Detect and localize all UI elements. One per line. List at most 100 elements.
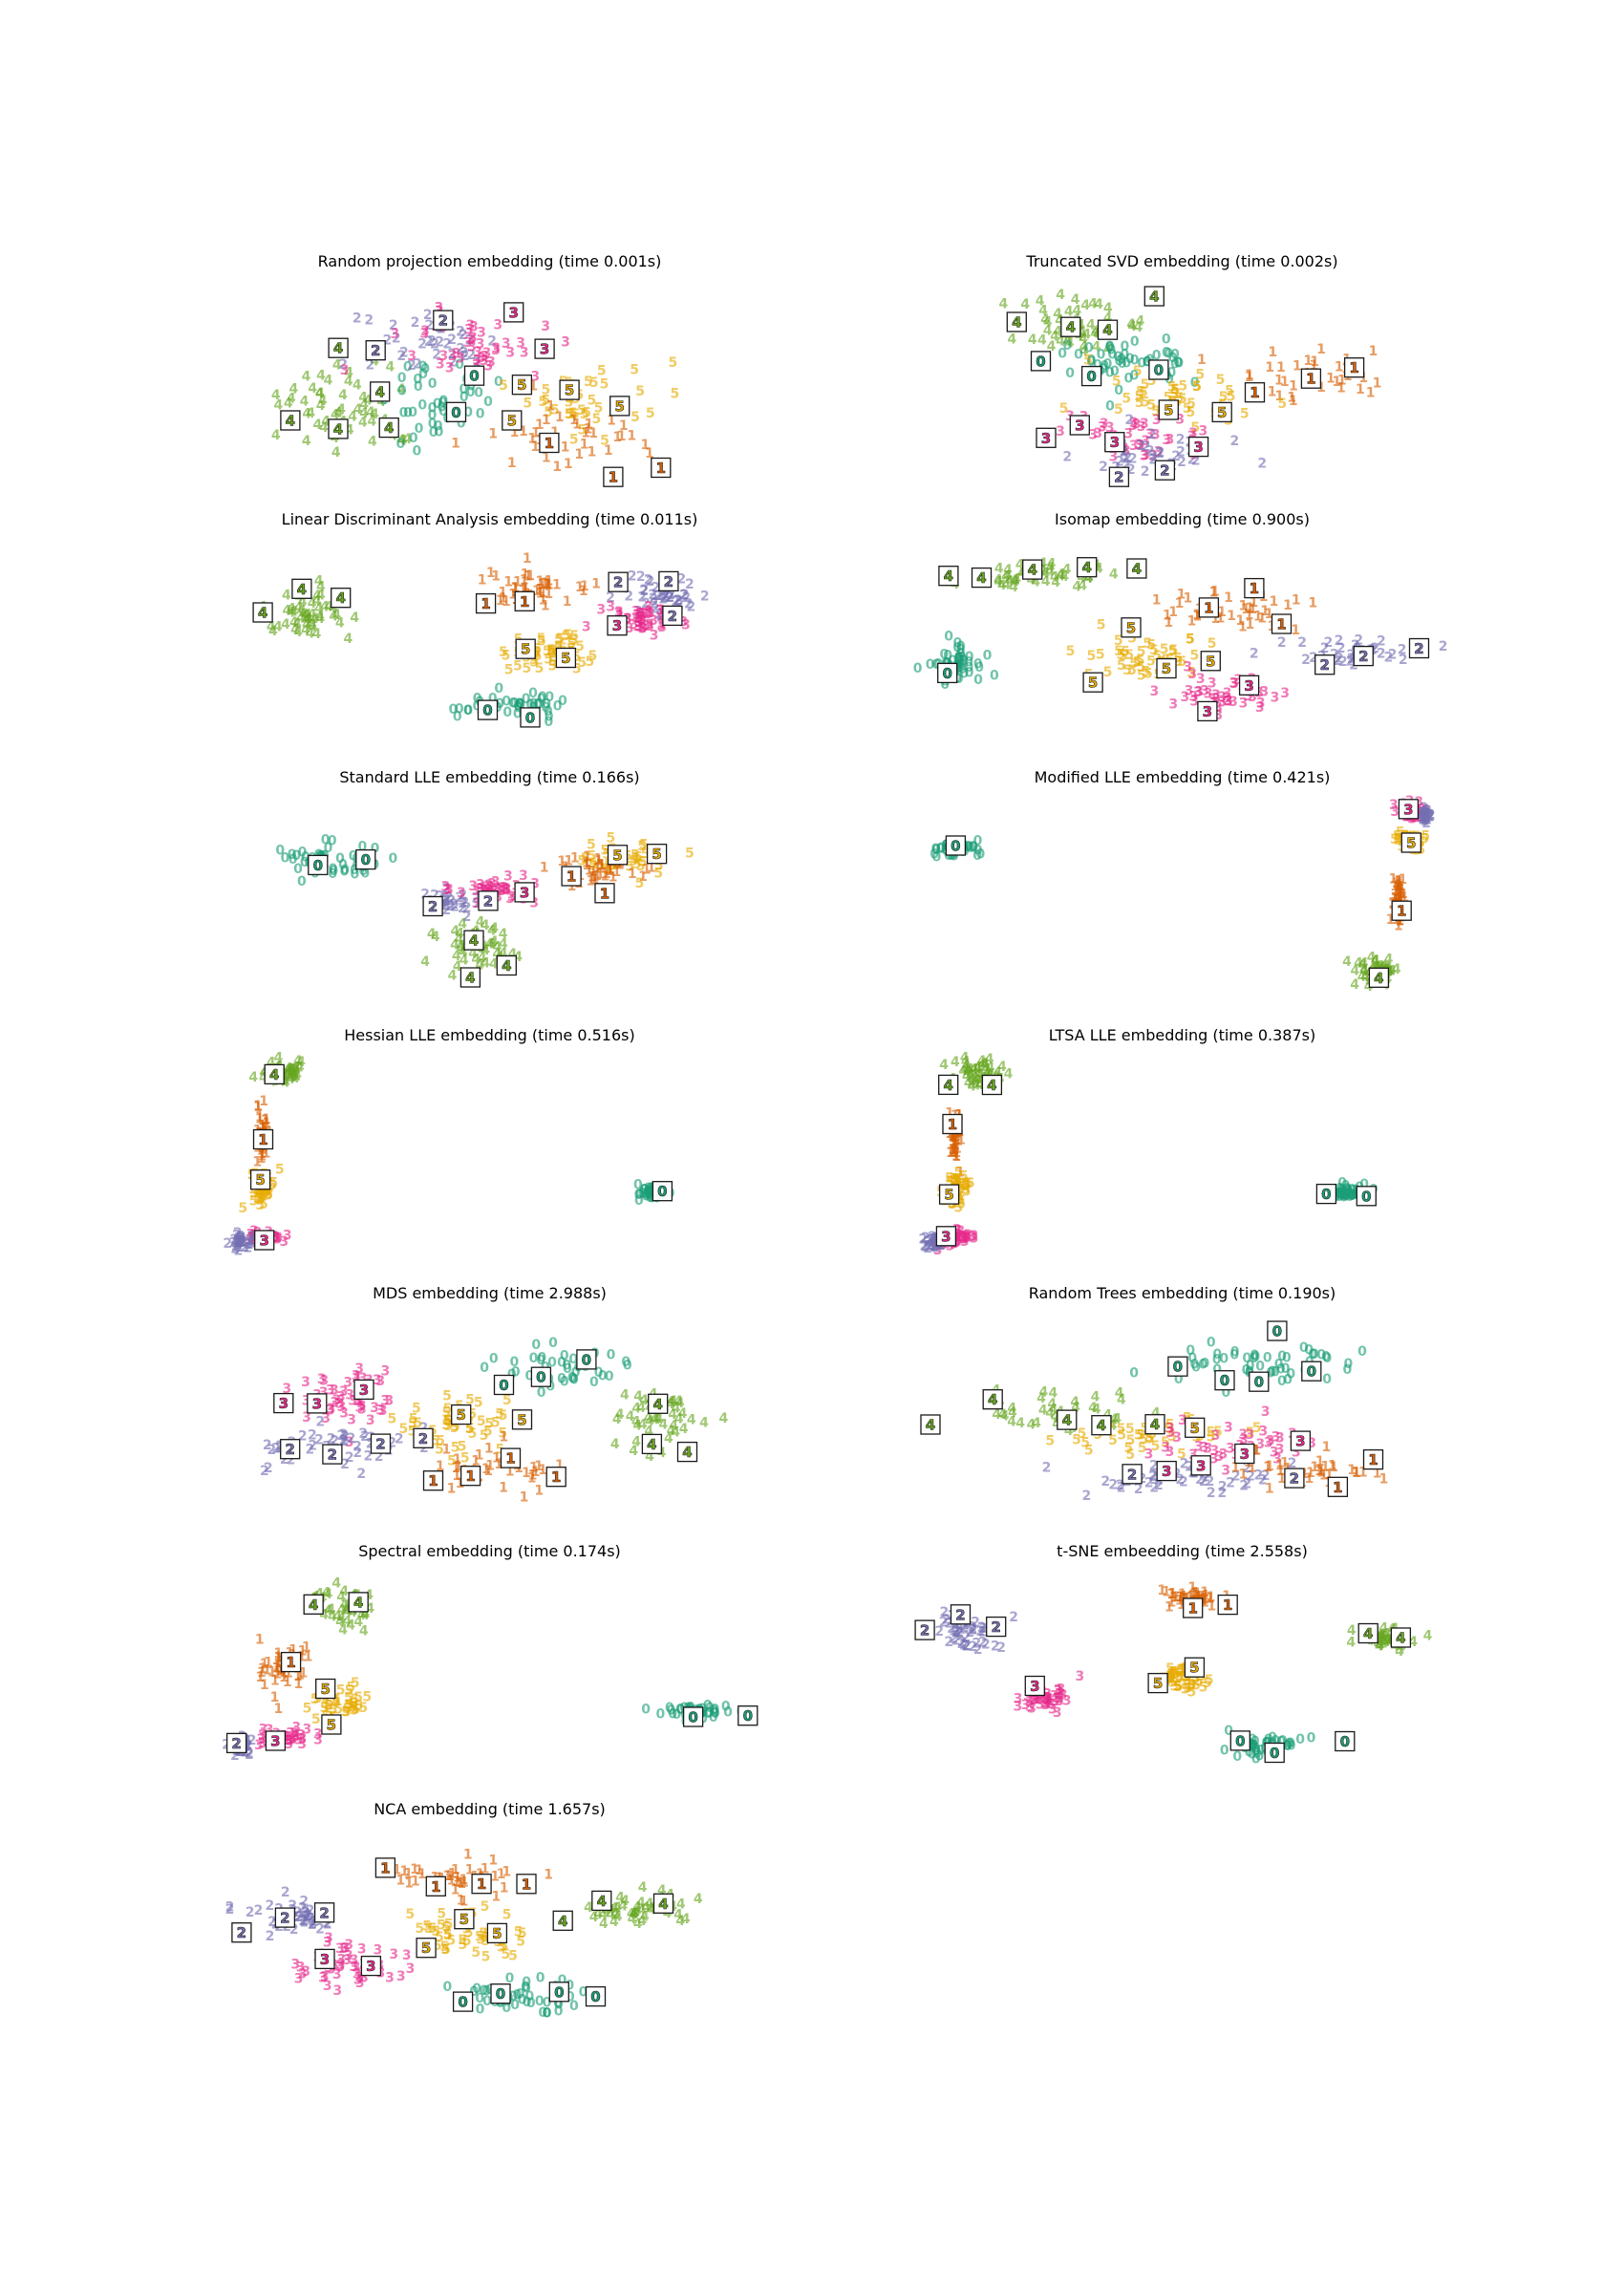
digit-point: 2 [1418,810,1427,825]
digit-point: 4 [332,357,342,373]
digit-point: 5 [1225,384,1234,399]
svg-text:0: 0 [451,404,460,421]
digit-point: 5 [265,1183,274,1198]
digit-point: 1 [1293,359,1302,375]
digit-point: 4 [1079,332,1088,347]
digit-point: 2 [460,349,470,364]
digit-point: 1 [647,861,656,876]
digit-point: 5 [1143,667,1153,682]
embedding-panel: Standard LLE embedding (time 0.166s)0000… [275,768,694,988]
digit-point: 0 [515,696,524,712]
digit-point: 2 [1136,439,1145,454]
digit-point: 1 [544,587,553,602]
digit-point: 1 [563,594,572,610]
digit-point: 2 [658,592,668,608]
digit-point: 4 [1084,571,1094,587]
digit-point: 0 [1170,357,1180,373]
svg-text:0: 0 [1254,1374,1264,1391]
digit-point: 2 [1257,456,1267,471]
digit-point: 2 [1191,453,1201,468]
digit-point: 3 [631,604,641,619]
digit-point: 5 [685,846,694,862]
digit-point: 0 [954,651,964,666]
digit-point: 3 [480,350,489,365]
digit-thumbnail: 0 [463,365,485,386]
digit-point: 2 [1370,641,1379,656]
svg-text:4: 4 [944,568,953,585]
digit-point: 4 [481,918,490,933]
svg-text:0: 0 [313,857,323,874]
digit-point: 1 [592,868,602,884]
digit-point: 2 [1206,1474,1215,1489]
digit-point: 4 [348,409,357,424]
digit-point: 5 [641,847,651,863]
digit-point: 3 [1181,690,1190,705]
digit-point: 0 [489,1352,499,1367]
digit-point: 4 [694,1892,703,1907]
digit-point: 1 [257,1146,267,1162]
digit-thumbnail: 5 [454,1909,475,1930]
digit-point: 5 [637,839,647,854]
svg-text:1: 1 [1223,1597,1232,1614]
svg-text:5: 5 [521,641,530,658]
digit-point: 1 [1326,371,1336,386]
digit-point: 1 [561,440,570,456]
digit-point: 1 [1235,613,1245,629]
digit-thumbnail: 4 [459,967,481,988]
svg-text:4: 4 [943,1077,952,1094]
digit-point: 0 [1093,358,1102,374]
digit-point: 4 [353,378,362,394]
digit-point: 4 [669,1418,678,1433]
digit-point: 1 [503,575,513,590]
digit-point: 5 [1114,633,1123,649]
svg-text:0: 0 [458,1994,467,2011]
digit-point: 4 [359,406,369,421]
digit-point: 4 [982,1061,992,1077]
digit-point: 4 [459,954,469,969]
svg-text:5: 5 [492,1925,502,1942]
digit-point: 1 [612,430,622,445]
digit-point: 4 [283,1063,292,1079]
digit-point: 3 [1255,700,1265,716]
digit-thumbnail: 4 [280,410,301,431]
digit-point: 1 [593,851,603,867]
svg-text:3: 3 [1240,1446,1250,1463]
digit-point: 3 [606,600,615,615]
digit-point: 4 [489,921,499,936]
digit-point: 1 [1164,615,1173,631]
digit-point: 1 [1210,585,1220,600]
digit-point: 0 [1152,349,1162,364]
digit-point: 4 [350,611,359,626]
digit-thumbnail: 3 [265,1730,287,1751]
digit-point: 4 [335,1615,345,1630]
digit-thumbnail: 5 [1400,832,1421,853]
digit-point: 0 [494,375,503,390]
digit-thumbnail: 2 [1408,637,1430,659]
digit-point: 0 [513,707,523,722]
digit-point: 4 [1092,339,1101,354]
digit-point: 5 [595,857,605,872]
digit-point: 2 [298,1914,308,1929]
digit-thumbnail: 5 [1147,1672,1168,1694]
embedding-panel: Truncated SVD embedding (time 0.002s)44 4… [999,252,1381,487]
digit-point: 4 [1347,1623,1357,1639]
digit-point: 3 [1168,696,1178,712]
digit-thumbnail: 4 [652,1893,674,1914]
digit-point: 5 [1216,373,1226,388]
digit-point: 5 [592,412,602,427]
digit-point: 3 [389,1947,398,1962]
digit-point: 0 [459,390,469,405]
digit-point: 5 [1117,658,1126,674]
digit-point: 0 [522,1975,531,1990]
svg-text:1: 1 [428,1472,438,1489]
svg-text:4: 4 [647,1436,656,1453]
digit-point: 1 [525,568,535,584]
digit-thumbnail: 3 [1290,1430,1312,1451]
digit-point: 3 [1194,1440,1204,1455]
digit-point: 2 [1335,652,1344,667]
digit-point: 1 [519,583,528,598]
svg-text:0: 0 [582,1351,591,1368]
digit-point: 0 [959,654,969,669]
digit-point: 5 [261,1186,270,1201]
digit-point: 5 [1219,390,1229,405]
